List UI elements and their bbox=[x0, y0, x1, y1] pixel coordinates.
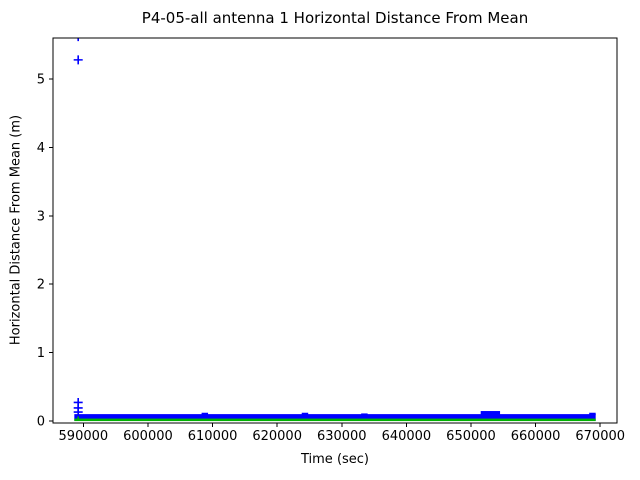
data-band bbox=[74, 414, 596, 421]
band-peak bbox=[589, 412, 596, 416]
y-tick-label: 2 bbox=[37, 278, 45, 293]
y-axis-label: Horizontal Distance From Mean (m) bbox=[8, 114, 24, 346]
x-tick-label: 620000 bbox=[252, 429, 302, 444]
y-tick-label: 0 bbox=[37, 414, 45, 429]
band-peak bbox=[361, 413, 368, 416]
x-tick-label: 590000 bbox=[59, 429, 109, 444]
y-tick-label: 4 bbox=[37, 141, 45, 156]
plot-border bbox=[52, 37, 618, 424]
chart-title: P4-05-all antenna 1 Horizontal Distance … bbox=[141, 9, 529, 27]
data-point-marker bbox=[73, 55, 83, 65]
x-tick-label: 610000 bbox=[188, 429, 238, 444]
x-tick-label: 650000 bbox=[446, 429, 496, 444]
x-tick-label: 630000 bbox=[317, 429, 367, 444]
x-tick-label: 660000 bbox=[511, 429, 561, 444]
band-peak bbox=[480, 411, 501, 416]
data-layer bbox=[73, 38, 596, 422]
data-point-marker bbox=[77, 38, 79, 42]
band-peak bbox=[201, 412, 209, 416]
x-tick-label: 640000 bbox=[382, 429, 432, 444]
data-point-marker bbox=[73, 407, 83, 417]
x-tick-label: 600000 bbox=[123, 429, 173, 444]
baseline-line bbox=[74, 418, 596, 422]
y-tick-label: 1 bbox=[37, 346, 45, 361]
x-tick-label: 670000 bbox=[575, 429, 625, 444]
band-peak bbox=[301, 412, 309, 416]
y-tick-label: 3 bbox=[37, 209, 45, 224]
y-tick-label: 5 bbox=[37, 73, 45, 88]
x-axis-label: Time (sec) bbox=[300, 452, 370, 467]
